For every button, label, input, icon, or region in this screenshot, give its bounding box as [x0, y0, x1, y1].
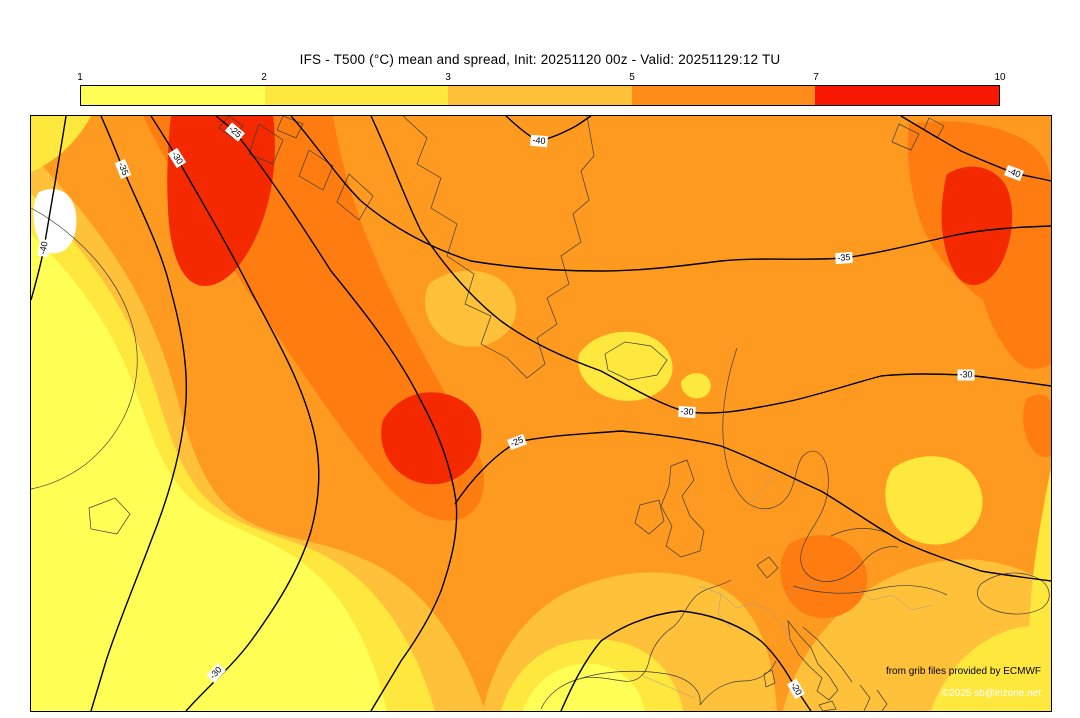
colorbar-segment-1-2 — [81, 86, 265, 105]
contour-label: -35 — [835, 251, 853, 265]
contour-label: -40 — [530, 134, 548, 148]
colorbar-tick-3: 3 — [445, 72, 451, 83]
colorbar-segment-7-10 — [815, 86, 999, 105]
colorbar-tick-10: 10 — [994, 72, 1006, 83]
map-frame: -40 -35 -30 -25 -30 -40 -35 -30 -30 -25 … — [30, 115, 1052, 712]
credit-copyright: ©2025 sb@irizone.net — [941, 688, 1041, 699]
colorbar-tick-2: 2 — [261, 72, 267, 83]
coastline-layer — [31, 116, 1050, 711]
colorbar-segment-2-3 — [264, 86, 449, 105]
colorbar-bar — [80, 85, 1000, 106]
credit-provider: from grib files provided by ECMWF — [885, 666, 1041, 677]
colorbar-tick-7: 7 — [813, 72, 819, 83]
colorbar-tick-1: 1 — [77, 72, 83, 83]
border-layer — [642, 471, 933, 699]
colorbar: 1 2 3 5 7 10 — [77, 72, 1006, 106]
weather-map-canvas — [31, 116, 1051, 711]
colorbar-tick-5: 5 — [629, 72, 635, 83]
colorbar-segment-3-5 — [448, 86, 632, 105]
contour-label: -30 — [678, 405, 696, 419]
colorbar-segment-5-7 — [631, 86, 816, 105]
chart-title: IFS - T500 (°C) mean and spread, Init: 2… — [299, 52, 781, 67]
spread-fill-layer — [31, 116, 1051, 711]
colorbar-ticks: 1 2 3 5 7 10 — [77, 72, 1005, 85]
contour-label: -30 — [957, 369, 975, 381]
